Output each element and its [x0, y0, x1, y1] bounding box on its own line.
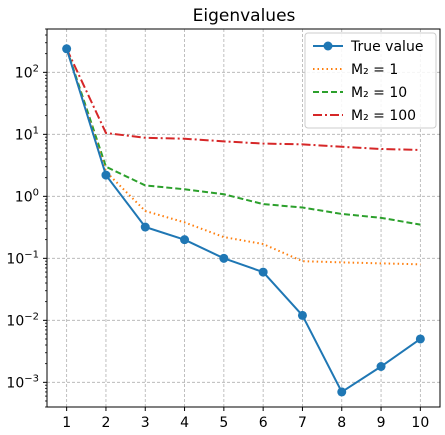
data-point [376, 362, 386, 372]
x-tick-label: 6 [259, 415, 268, 431]
legend-label: True value [350, 39, 423, 55]
data-point [219, 253, 229, 263]
x-tick-label: 4 [180, 415, 189, 431]
plot-frame [46, 28, 441, 408]
legend-marker [323, 41, 333, 51]
data-point [180, 235, 190, 245]
data-point [337, 387, 347, 397]
legend: True value M₂ = 1 M₂ = 10 M₂ = 100 [304, 32, 437, 129]
data-point [62, 44, 72, 54]
y-tick-label: 100 [15, 187, 39, 205]
series-line-3 [65, 48, 421, 226]
x-tick-label: 3 [141, 415, 150, 431]
y-tick-label: 10−1 [6, 249, 39, 267]
x-tick-label: 5 [219, 415, 228, 431]
legend-box [304, 32, 437, 129]
x-tick-label: 7 [298, 415, 307, 431]
legend-label: M₂ = 100 [351, 108, 416, 124]
x-tick-label: 10 [411, 415, 429, 431]
data-point [415, 334, 425, 344]
y-tick-label: 10−3 [6, 373, 39, 391]
data-point [101, 170, 111, 180]
x-axis: 1 2 3 4 5 6 7 8 9 10 [62, 407, 429, 431]
legend-label: M₂ = 10 [351, 85, 407, 101]
y-tick-label: 101 [15, 125, 39, 143]
data-point [297, 310, 307, 320]
data-point [140, 222, 150, 232]
y-tick-label: 10−2 [6, 311, 39, 329]
data-point [258, 267, 268, 277]
chart-title: Eigenvalues [193, 6, 296, 26]
x-tick-label: 1 [62, 415, 71, 431]
x-tick-label: 8 [337, 415, 346, 431]
y-tick-label: 102 [15, 63, 39, 81]
x-tick-label: 2 [101, 415, 110, 431]
series-line-4 [65, 48, 421, 151]
x-tick-label: 9 [377, 415, 386, 431]
y-axis: 10−3 10−2 10−1 100 101 102 [6, 28, 47, 408]
series-layer [62, 44, 425, 397]
legend-label: M₂ = 1 [351, 62, 398, 78]
series-line-1 [65, 48, 421, 393]
